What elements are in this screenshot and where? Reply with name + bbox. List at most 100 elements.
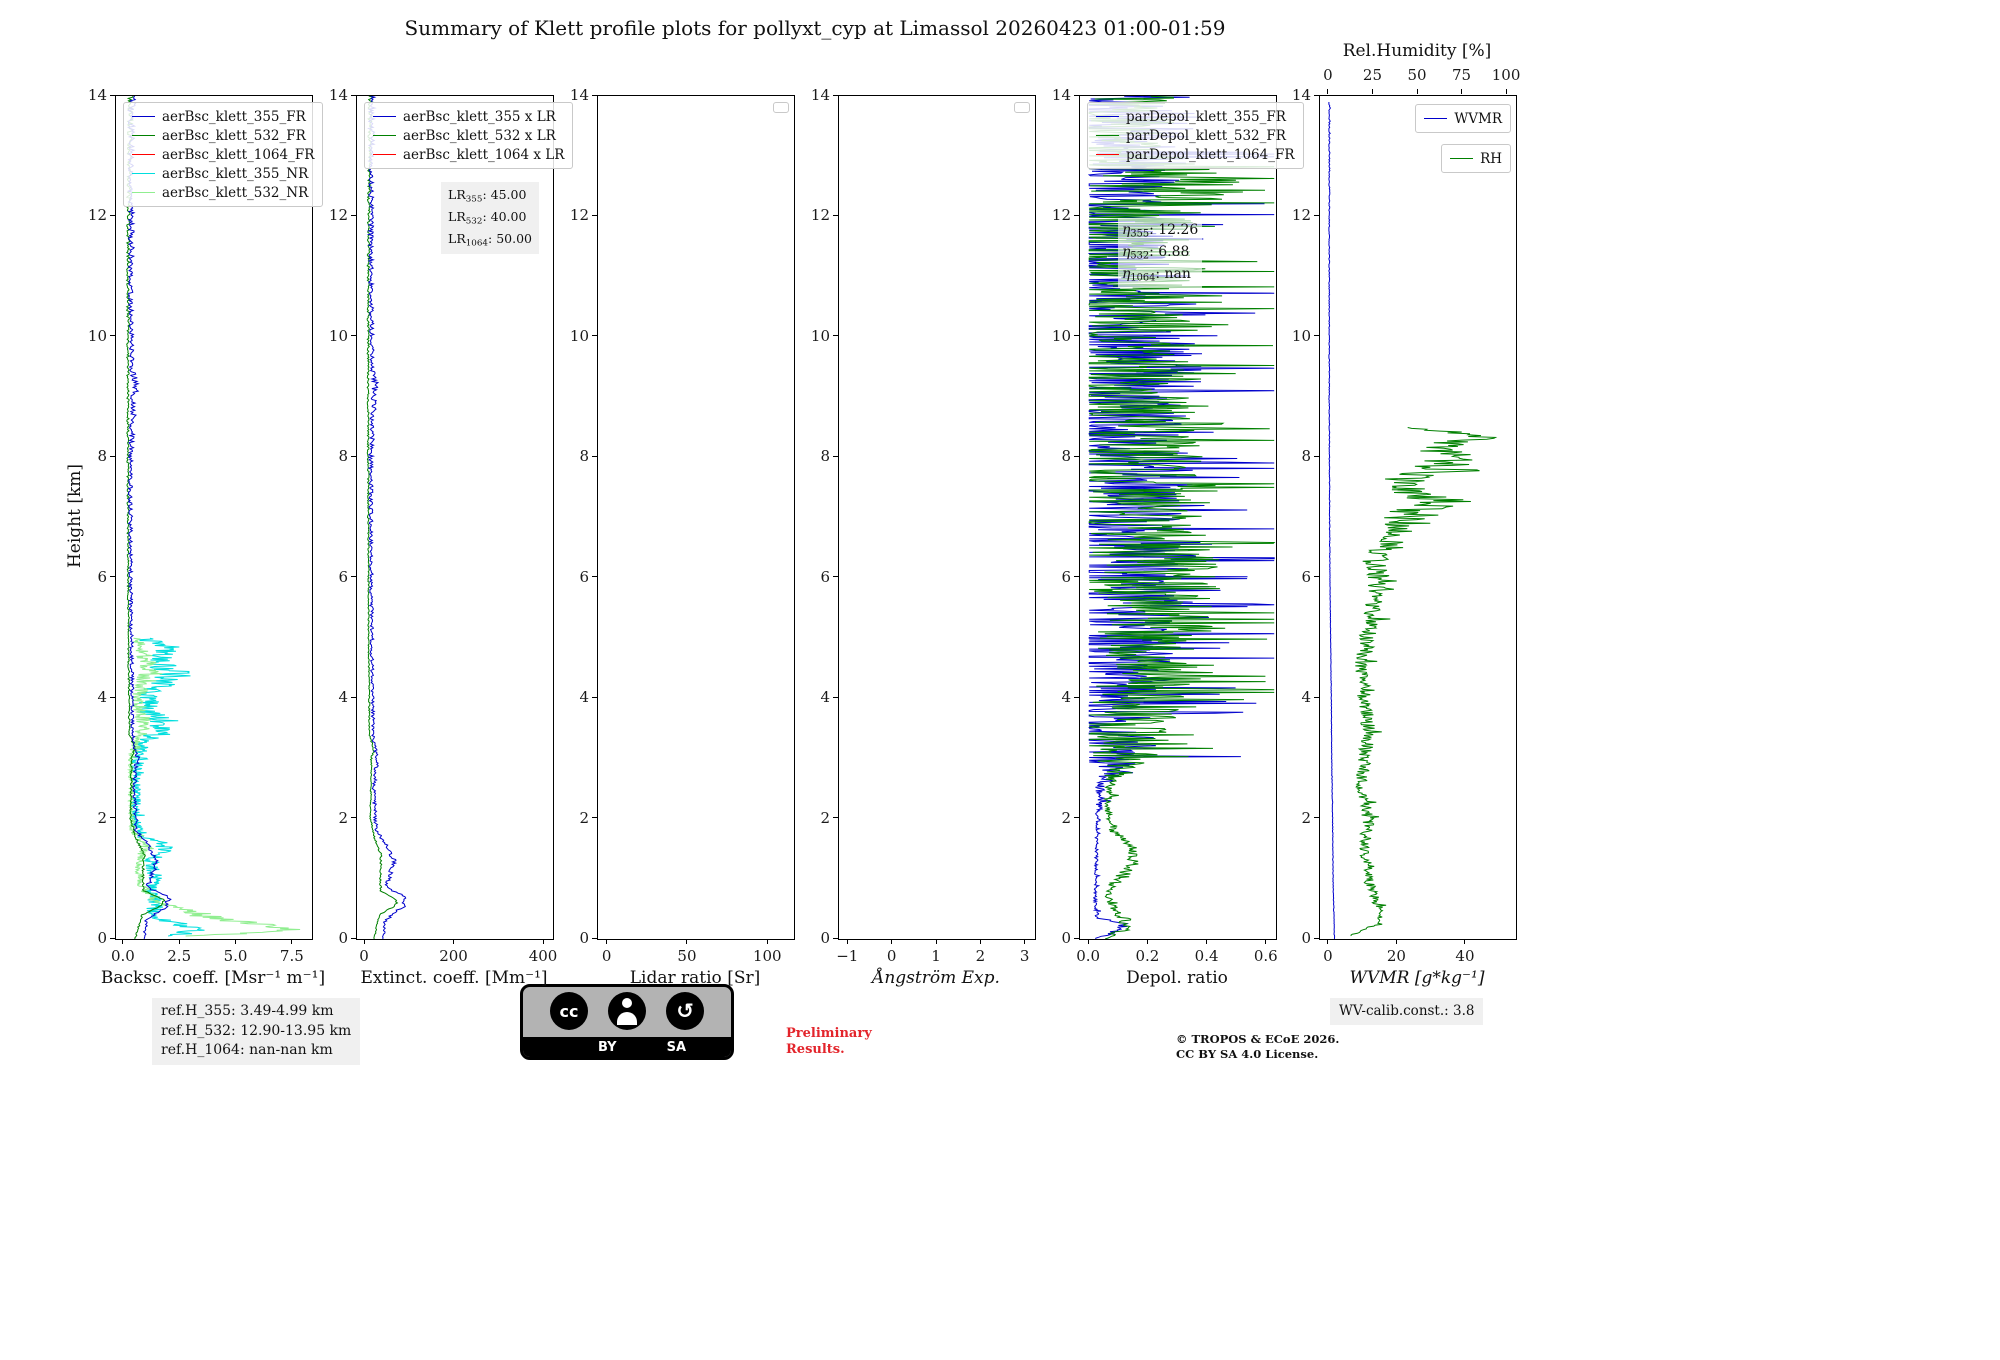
y-tick <box>351 335 356 337</box>
copyright-note: © TROPOS & ECoE 2026. CC BY SA 4.0 Licen… <box>1176 1032 1339 1062</box>
x-axis-label-wvmr: WVMR [g*kg⁻¹] <box>1349 968 1485 988</box>
y-tick-label: 14 <box>569 86 589 104</box>
x-tick <box>1024 939 1026 944</box>
y-tick <box>110 576 115 578</box>
top-tick <box>1371 89 1373 94</box>
legend-line-swatch <box>1424 118 1448 119</box>
x-tick <box>363 939 365 944</box>
legend-wvmr: RH <box>1441 144 1511 173</box>
legend-label: RH <box>1480 150 1502 167</box>
y-tick-label: 14 <box>1291 86 1311 104</box>
legend-entry: aerBsc_klett_1064 x LR <box>373 145 564 164</box>
annotation-subscript: 355 <box>1130 228 1150 240</box>
x-tick-label: −1 <box>836 947 859 965</box>
series-aerbsc-klett-355-fr <box>126 96 172 939</box>
ref-h-1064: ref.H_1064: nan-nan km <box>161 1042 333 1059</box>
legend-entry: parDepol_klett_1064_FR <box>1096 145 1295 164</box>
person-body-shape <box>617 1012 637 1025</box>
annotation-subscript: 355 <box>465 194 483 205</box>
y-tick <box>110 937 115 939</box>
x-tick-label: 20 <box>1386 947 1406 965</box>
x-tick <box>979 939 981 944</box>
y-tick <box>110 455 115 457</box>
y-tick-label: 12 <box>810 206 830 225</box>
top-tick <box>1327 89 1329 94</box>
x-tick-label: 2 <box>975 947 986 965</box>
annotation-subscript: 1064 <box>465 238 489 249</box>
legend-line-swatch <box>132 192 155 193</box>
y-tick <box>1314 94 1319 96</box>
legend-entry: aerBsc_klett_1064_FR <box>132 145 314 164</box>
y-tick-label: 12 <box>1291 206 1311 225</box>
x-tick-label: 1 <box>931 947 941 965</box>
top-tick-label: 100 <box>1491 66 1521 84</box>
legend-line-swatch <box>132 154 155 155</box>
legend-label: aerBsc_klett_355_NR <box>162 165 309 182</box>
y-tick-label: 14 <box>1051 86 1071 104</box>
legend-line-swatch <box>1096 135 1119 136</box>
x-tick-label: 200 <box>439 947 468 965</box>
ref-h-532: ref.H_532: 12.90-13.95 km <box>161 1022 352 1039</box>
x-tick-label: 2.5 <box>167 947 192 965</box>
y-tick <box>833 455 838 457</box>
top-tick-label: 0 <box>1323 66 1333 84</box>
y-tick-label: 10 <box>810 326 830 345</box>
curves-lidar-ratio <box>598 96 794 939</box>
copyright-line-2: CC BY SA 4.0 License. <box>1176 1046 1319 1061</box>
y-tick <box>1074 94 1079 96</box>
y-tick <box>110 696 115 698</box>
annotation-symbol: LR <box>448 187 466 202</box>
plot-panel-depol-ratio: parDepol_klett_355_FR parDepol_klett_532_… <box>1079 95 1304 940</box>
y-tick-label: 8 <box>97 447 107 466</box>
y-tick <box>592 94 597 96</box>
legend-label: WVMR <box>1454 110 1502 127</box>
x-tick <box>1265 939 1267 944</box>
legend-line-swatch <box>132 173 155 174</box>
annotation-line: η1064: nan <box>1122 264 1198 286</box>
cc-letters: cc <box>559 1001 579 1021</box>
annotation-extinction: LR355: 45.00 LR532: 40.00 LR1064: 50.00 <box>441 182 539 254</box>
legend-extinction: aerBsc_klett_355 x LR aerBsc_klett_532 x … <box>364 102 574 169</box>
y-tick-label: 10 <box>87 326 107 345</box>
x-tick <box>235 939 237 944</box>
x-tick <box>891 939 893 944</box>
cc-sa-arrow-icon: ↺ <box>666 992 704 1030</box>
annotation-value: : 40.00 <box>482 209 527 224</box>
person-head-shape <box>622 998 632 1008</box>
y-tick-label: 2 <box>97 808 107 827</box>
y-tick <box>592 576 597 578</box>
series-wvmr <box>1328 102 1336 939</box>
annotation-line: LR355: 45.00 <box>448 185 532 207</box>
legend-entry: parDepol_klett_532_FR <box>1096 126 1295 145</box>
x-tick <box>1087 939 1089 944</box>
annotation-line: η532: 6.88 <box>1122 242 1198 264</box>
y-tick <box>833 576 838 578</box>
cc-badge-icons: cc ↺ <box>523 987 731 1030</box>
y-tick <box>351 455 356 457</box>
y-tick <box>1314 335 1319 337</box>
y-tick-label: 0 <box>820 929 830 947</box>
y-tick <box>1074 455 1079 457</box>
series-rh <box>1350 427 1498 937</box>
figure-title: Summary of Klett profile plots for polly… <box>404 16 1226 40</box>
preliminary-line-2: Results. <box>786 1042 845 1058</box>
curves-wvmr <box>1328 102 1498 939</box>
y-tick <box>833 214 838 216</box>
legend-entry: aerBsc_klett_355_FR <box>132 107 314 126</box>
x-tick-label: 0 <box>359 947 369 965</box>
annotation-symbol: LR <box>448 209 466 224</box>
series-aerbsc-klett-355-x-lr <box>366 96 407 939</box>
x-tick-label: 5.0 <box>223 947 248 965</box>
y-tick-label: 2 <box>1301 808 1311 827</box>
plot-panel-extinction: aerBsc_klett_355 x LR aerBsc_klett_532 x … <box>356 95 574 940</box>
y-tick <box>833 937 838 939</box>
annotation-line: LR1064: 50.00 <box>448 229 532 251</box>
y-tick-label: 8 <box>579 447 589 466</box>
top-tick-label: 50 <box>1407 66 1427 84</box>
curves-angstroem <box>839 96 1035 939</box>
y-tick-label: 12 <box>87 206 107 225</box>
plot-panel-lidar-ratio <box>597 95 795 940</box>
plot-panel-wvmr: WVMR RH <box>1319 95 1517 940</box>
y-tick-label: 6 <box>820 567 830 586</box>
legend-line-swatch <box>373 116 396 117</box>
